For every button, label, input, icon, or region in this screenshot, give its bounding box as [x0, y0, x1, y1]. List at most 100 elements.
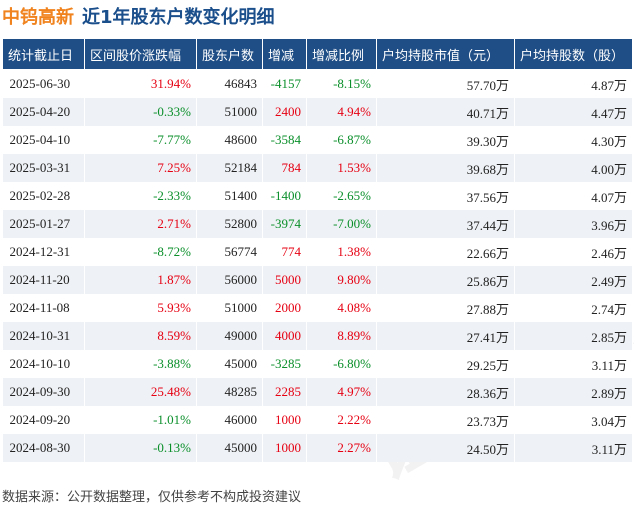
table-row[interactable]: 2024-11-20 1.87% 56000 5000 9.80% 25.86万 2.49万: [2, 266, 633, 294]
table-row[interactable]: 2025-04-20 -0.33% 51000 2400 4.94% 40.71万 4.47…: [2, 98, 633, 126]
cell-holders: 51000: [196, 294, 263, 322]
cell-holders: 46843: [196, 69, 263, 98]
cell-avg-shares: 2.49万: [514, 266, 633, 294]
cell-date: 2024-08-30: [2, 434, 85, 462]
cell-date: 2024-11-08: [2, 294, 85, 322]
cell-change-ratio: 2.22%: [306, 406, 377, 434]
cell-price-change: -2.33%: [84, 182, 197, 210]
cell-change: 774: [262, 238, 307, 266]
table-row[interactable]: 2024-12-31 -8.72% 56774 774 1.38% 22.66万 2.46万: [2, 238, 633, 266]
cell-holders: 51000: [196, 98, 263, 126]
cell-change: 1000: [262, 406, 307, 434]
cell-holders: 48285: [196, 378, 263, 406]
cell-change-ratio: 4.97%: [306, 378, 377, 406]
cell-price-change: -8.72%: [84, 238, 197, 266]
cell-avg-value: 22.66万: [376, 238, 515, 266]
cell-avg-shares: 3.11万: [514, 350, 633, 378]
cell-avg-shares: 4.07万: [514, 182, 633, 210]
cell-date: 2024-10-10: [2, 350, 85, 378]
cell-date: 2025-04-20: [2, 98, 85, 126]
cell-avg-value: 28.36万: [376, 378, 515, 406]
cell-avg-shares: 2.46万: [514, 238, 633, 266]
cell-holders: 56000: [196, 266, 263, 294]
table-row[interactable]: 2024-11-08 5.93% 51000 2000 4.08% 27.88万 2.74万: [2, 294, 633, 322]
cell-price-change: 5.93%: [84, 294, 197, 322]
cell-change-ratio: 2.27%: [306, 434, 377, 462]
cell-avg-value: 27.41万: [376, 322, 515, 350]
cell-avg-shares: 2.89万: [514, 378, 633, 406]
cell-avg-value: 25.86万: [376, 266, 515, 294]
table-row[interactable]: 2025-04-10 -7.77% 48600 -3584 -6.87% 39.30万 4.…: [2, 126, 633, 154]
cell-change-ratio: -2.65%: [306, 182, 377, 210]
column-header-change-ratio[interactable]: 增减比例: [306, 38, 377, 70]
cell-avg-value: 23.73万: [376, 406, 515, 434]
cell-holders: 45000: [196, 434, 263, 462]
cell-change: 2400: [262, 98, 307, 126]
cell-change: 2000: [262, 294, 307, 322]
cell-avg-value: 40.71万: [376, 98, 515, 126]
column-header-price-change[interactable]: 区间股价涨跌幅: [84, 38, 197, 70]
table-row[interactable]: 2024-08-30 -0.13% 45000 1000 2.27% 24.50万 3.11…: [2, 434, 633, 462]
column-header-avg-value[interactable]: 户均持股市值（元）: [376, 38, 515, 70]
cell-price-change: 8.59%: [84, 322, 197, 350]
column-header-holders[interactable]: 股东户数: [196, 38, 263, 70]
cell-avg-value: 29.25万: [376, 350, 515, 378]
table-row[interactable]: 2025-03-31 7.25% 52184 784 1.53% 39.68万 4.00万: [2, 154, 633, 182]
cell-holders: 45000: [196, 350, 263, 378]
cell-avg-shares: 3.11万: [514, 434, 633, 462]
cell-date: 2024-09-20: [2, 406, 85, 434]
cell-change: 784: [262, 154, 307, 182]
cell-date: 2025-01-27: [2, 210, 85, 238]
cell-holders: 46000: [196, 406, 263, 434]
cell-date: 2024-10-31: [2, 322, 85, 350]
cell-avg-shares: 3.96万: [514, 210, 633, 238]
cell-avg-value: 24.50万: [376, 434, 515, 462]
cell-change-ratio: 4.08%: [306, 294, 377, 322]
cell-date: 2024-09-30: [2, 378, 85, 406]
table-row[interactable]: 2025-02-28 -2.33% 51400 -1400 -2.65% 37.56万 4.…: [2, 182, 633, 210]
cell-date: 2024-12-31: [2, 238, 85, 266]
cell-price-change: -0.13%: [84, 434, 197, 462]
cell-holders: 56774: [196, 238, 263, 266]
table-row[interactable]: 2024-09-20 -1.01% 46000 1000 2.22% 23.73万 3.04…: [2, 406, 633, 434]
column-header-avg-shares[interactable]: 户均持股数（股）: [514, 38, 633, 70]
cell-avg-value: 37.44万: [376, 210, 515, 238]
cell-change: -4157: [262, 69, 307, 98]
cell-change-ratio: 4.94%: [306, 98, 377, 126]
cell-avg-shares: 3.04万: [514, 406, 633, 434]
cell-date: 2025-06-30: [2, 69, 85, 98]
table-row[interactable]: 2024-10-10 -3.88% 45000 -3285 -6.80% 29.25万 3.…: [2, 350, 633, 378]
cell-holders: 52800: [196, 210, 263, 238]
cell-change-ratio: -7.00%: [306, 210, 377, 238]
cell-change-ratio: 1.53%: [306, 154, 377, 182]
cell-change: 4000: [262, 322, 307, 350]
cell-avg-value: 37.56万: [376, 182, 515, 210]
cell-change: -3584: [262, 126, 307, 154]
cell-holders: 52184: [196, 154, 263, 182]
column-header-date[interactable]: 统计截止日: [2, 38, 85, 70]
table-row[interactable]: 2024-10-31 8.59% 49000 4000 8.89% 27.41万 2.85万: [2, 322, 633, 350]
cell-price-change: 25.48%: [84, 378, 197, 406]
cell-change: -3285: [262, 350, 307, 378]
cell-avg-value: 27.88万: [376, 294, 515, 322]
cell-avg-value: 39.68万: [376, 154, 515, 182]
cell-avg-shares: 2.74万: [514, 294, 633, 322]
cell-avg-shares: 4.00万: [514, 154, 633, 182]
table-row[interactable]: 2025-01-27 2.71% 52800 -3974 -7.00% 37.44万 3.9…: [2, 210, 633, 238]
cell-change: 5000: [262, 266, 307, 294]
column-header-change[interactable]: 增减: [262, 38, 307, 70]
data-source-note: 数据来源：公开数据整理，仅供参考不构成投资建议: [2, 490, 302, 505]
cell-change: 2285: [262, 378, 307, 406]
table-row[interactable]: 2025-06-30 31.94% 46843 -4157 -8.15% 57.70万 4.…: [2, 69, 633, 98]
cell-change-ratio: 9.80%: [306, 266, 377, 294]
cell-date: 2025-03-31: [2, 154, 85, 182]
cell-date: 2024-11-20: [2, 266, 85, 294]
table-row[interactable]: 2024-09-30 25.48% 48285 2285 4.97% 28.36万 2.89…: [2, 378, 633, 406]
table-header-row: 统计截止日 区间股价涨跌幅 股东户数 增减 增减比例 户均持股市值（元） 户均持…: [2, 38, 633, 70]
title-bar: 中钨高新 近1年股东户数变化明细: [0, 0, 634, 32]
cell-date: 2025-04-10: [2, 126, 85, 154]
cell-change-ratio: -6.87%: [306, 126, 377, 154]
cell-holders: 49000: [196, 322, 263, 350]
stock-name[interactable]: 中钨高新: [2, 7, 74, 28]
cell-change-ratio: 1.38%: [306, 238, 377, 266]
